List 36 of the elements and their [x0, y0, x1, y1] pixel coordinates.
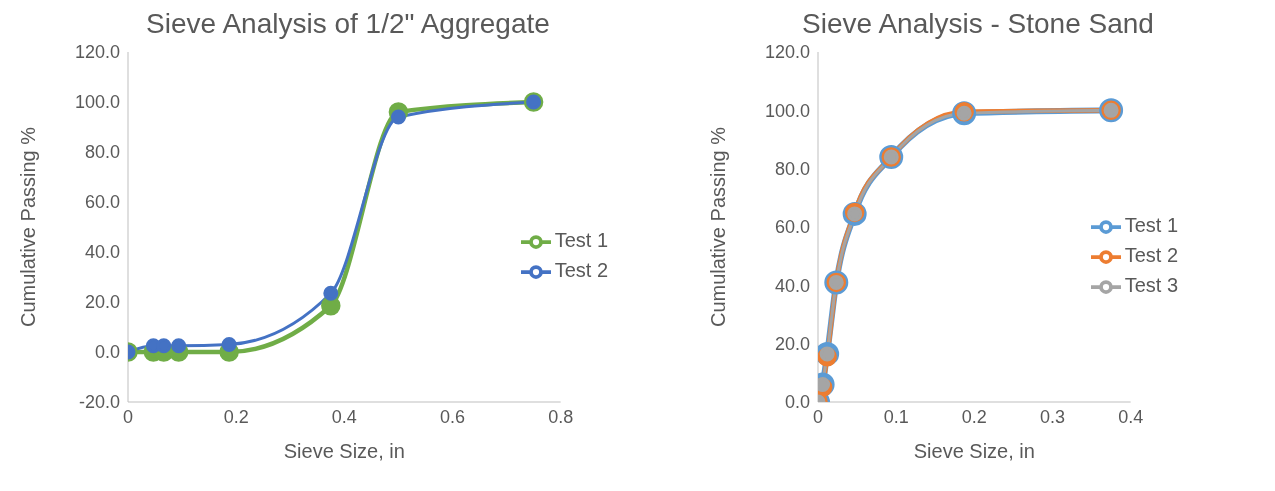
chart-title: Sieve Analysis - Stone Sand	[801, 8, 1155, 41]
y-tick-label: 80.0	[84, 142, 120, 163]
y-tick-label: 20.0	[84, 292, 120, 313]
legend-label: Test 2	[1124, 244, 1178, 267]
y-tick-label: 120.0	[74, 42, 120, 63]
x-tick-label: 0.8	[548, 406, 574, 427]
y-tick-label: 40.0	[774, 275, 810, 296]
y-tick-label: 0.0	[94, 342, 120, 363]
x-tick-label: 0.1	[883, 406, 909, 427]
x-tick-label: 0.4	[331, 406, 357, 427]
y-tick-label: 0.0	[784, 392, 810, 413]
y-tick-label: 40.0	[84, 242, 120, 263]
y-axis-title: Cumulative Passing %	[17, 126, 40, 328]
y-tick-label: 80.0	[774, 159, 810, 180]
legend-label: Test 1	[554, 229, 608, 252]
y-tick-label: -20.0	[78, 392, 120, 413]
y-tick-label: 120.0	[764, 42, 810, 63]
x-axis-title: Sieve Size, in	[283, 440, 405, 462]
x-tick-label: 0.4	[1118, 406, 1144, 427]
x-tick-label: 0.2	[223, 406, 249, 427]
y-tick-label: 100.0	[74, 92, 120, 113]
y-tick-label: 60.0	[774, 217, 810, 238]
legend-label: Test 1	[1124, 214, 1178, 237]
x-tick-label: 0	[812, 406, 824, 427]
legend-label: Test 2	[554, 259, 608, 282]
x-tick-label: 0.2	[961, 406, 987, 427]
x-tick-label: 0	[122, 406, 134, 427]
x-axis-title: Sieve Size, in	[913, 440, 1035, 462]
y-tick-label: 100.0	[764, 100, 810, 121]
y-tick-label: 20.0	[774, 334, 810, 355]
chart-title: Sieve Analysis of 1/2" Aggregate	[145, 8, 551, 41]
x-tick-label: 0.3	[1039, 406, 1065, 427]
x-tick-label: 0.6	[439, 406, 465, 427]
legend-label: Test 3	[1124, 274, 1178, 297]
y-axis-title: Cumulative Passing %	[707, 126, 730, 328]
y-tick-label: 60.0	[84, 192, 120, 213]
